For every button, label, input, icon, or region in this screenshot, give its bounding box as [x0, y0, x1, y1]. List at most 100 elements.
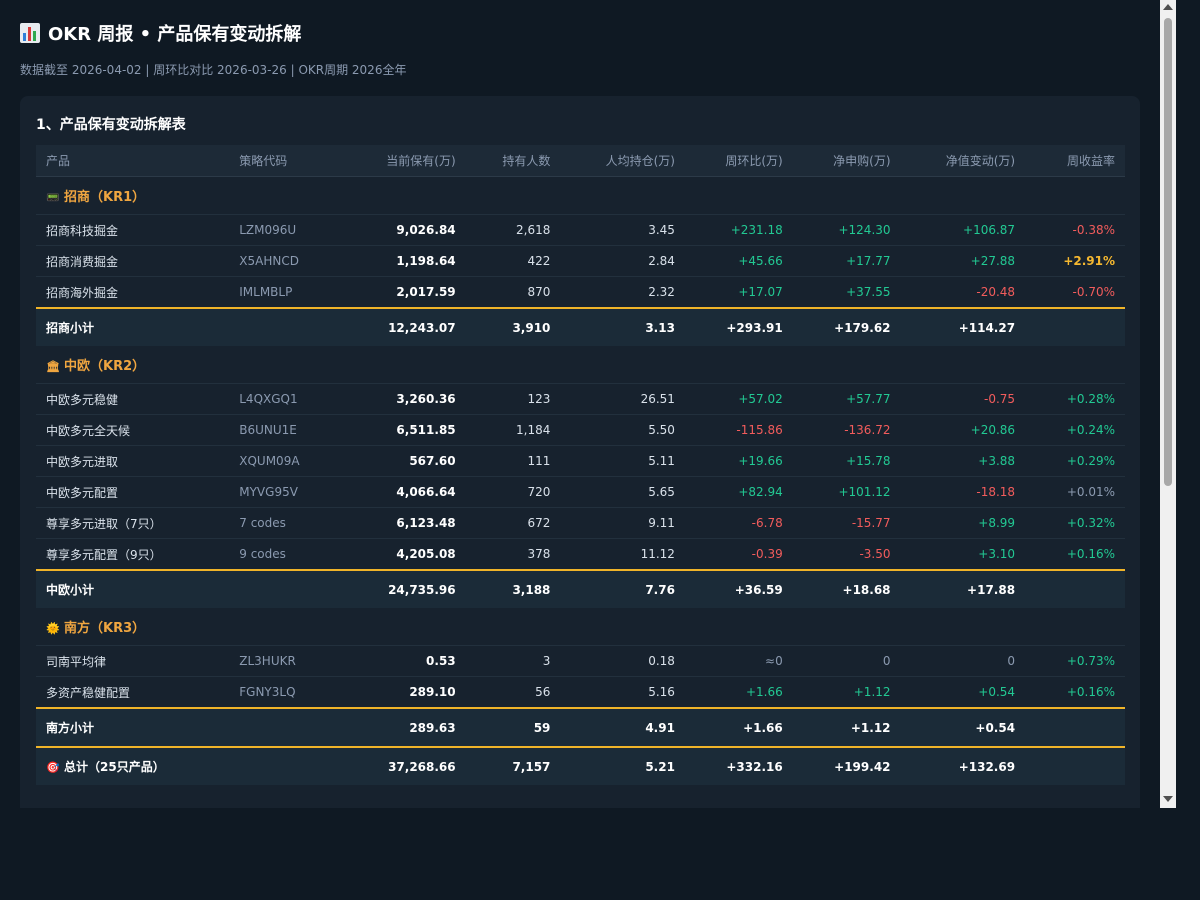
cell-holders: 56 [465, 676, 561, 709]
cell-net-subscription: +101.12 [792, 476, 901, 508]
subtotal-wow-change: +36.59 [684, 569, 793, 608]
cell-strategy-code: L4QXGQ1 [229, 383, 342, 415]
subtotal-avg-position: 3.13 [560, 307, 685, 346]
total-avg-position: 5.21 [560, 746, 685, 785]
cell-net-subscription: +17.77 [792, 245, 901, 277]
table-row[interactable]: 招商科技掘金 LZM096U 9,026.84 2,618 3.45 +231.18 +12… [36, 214, 1125, 246]
subtotal-weekly-return [1025, 707, 1125, 747]
cell-strategy-code: ZL3HUKR [229, 645, 342, 677]
cell-net-subscription: -3.50 [792, 538, 901, 571]
cell-avg-position: 26.51 [560, 383, 685, 415]
group-label: 招商（KR1） [64, 190, 146, 205]
cell-holding: 0.53 [341, 645, 466, 677]
page: OKR 周报 • 产品保有变动拆解 数据截至 2026-04-02 | 周环比对… [20, 20, 1140, 808]
cell-avg-position: 2.84 [560, 245, 685, 277]
cell-strategy-code: 9 codes [229, 538, 342, 571]
cell-strategy-code: XQUM09A [229, 445, 342, 477]
group-header-row: 🏛 中欧（KR2） [36, 346, 1125, 384]
cell-holding: 6,123.48 [341, 507, 466, 539]
cell-strategy-code: LZM096U [229, 214, 342, 246]
cell-wow-change: -0.39 [684, 538, 793, 571]
cell-holders: 1,184 [465, 414, 561, 446]
vertical-scrollbar[interactable] [1160, 0, 1176, 808]
table-row[interactable]: 司南平均律 ZL3HUKR 0.53 3 0.18 ≈0 0 0 +0.73% [36, 645, 1125, 677]
column-header-nav-change: 净值变动(万) [900, 145, 1026, 177]
table-row[interactable]: 招商海外掘金 IMLMBLP 2,017.59 870 2.32 +17.07 +37.55… [36, 276, 1125, 309]
subtotal-nav-change: +17.88 [900, 569, 1026, 608]
cell-net-subscription: +15.78 [792, 445, 901, 477]
group-header-row: 📟 招商（KR1） [36, 176, 1125, 215]
table-header-row: 产品 策略代码 当前保有(万) 持有人数 人均持仓(万) 周环比(万) 净申购(万) 净值变动… [36, 145, 1125, 177]
scroll-up-arrow-icon[interactable] [1163, 4, 1173, 10]
cell-net-subscription: +57.77 [792, 383, 901, 415]
cell-nav-change: -18.18 [900, 476, 1026, 508]
subtotal-wow-change: +293.91 [684, 307, 793, 346]
cell-wow-change: +19.66 [684, 445, 793, 477]
table-row[interactable]: 尊享多元配置（9只） 9 codes 4,205.08 378 11.12 -0.39 -3… [36, 538, 1125, 571]
cell-nav-change: +27.88 [900, 245, 1026, 277]
table-body: 📟 招商（KR1） 招商科技掘金 LZM096U 9,026.84 2,618 3.45 +2… [36, 176, 1125, 785]
total-holding: 37,268.66 [341, 746, 466, 785]
cell-nav-change: -0.75 [900, 383, 1026, 415]
column-header-strategy-code: 策略代码 [229, 145, 342, 177]
breakdown-table: 产品 策略代码 当前保有(万) 持有人数 人均持仓(万) 周环比(万) 净申购(万) 净值变动… [36, 145, 1125, 785]
cell-nav-change: -20.48 [900, 276, 1026, 309]
cell-net-subscription: 0 [792, 645, 901, 677]
subtotal-row: 招商小计 12,243.07 3,910 3.13 +293.91 +179.62 +114… [36, 307, 1125, 346]
section-title: 1、产品保有变动拆解表 [36, 117, 186, 133]
cell-nav-change: +3.88 [900, 445, 1026, 477]
cell-product: 尊享多元进取（7只） [36, 507, 230, 539]
cell-strategy-code: X5AHNCD [229, 245, 342, 277]
cell-weekly-return: +0.01% [1025, 476, 1125, 508]
subtotal-holders: 59 [465, 707, 561, 747]
table-row[interactable]: 中欧多元全天候 B6UNU1E 6,511.85 1,184 5.50 -115.86 -1… [36, 414, 1125, 446]
table-row[interactable]: 中欧多元进取 XQUM09A 567.60 111 5.11 +19.66 +15.78 +3… [36, 445, 1125, 477]
cell-wow-change: +45.66 [684, 245, 793, 277]
cell-wow-change: +1.66 [684, 676, 793, 709]
cell-weekly-return: +0.28% [1025, 383, 1125, 415]
subtotal-net-subscription: +18.68 [792, 569, 901, 608]
cell-wow-change: ≈0 [684, 645, 793, 677]
cell-weekly-return: +0.24% [1025, 414, 1125, 446]
cell-strategy-code: FGNY3LQ [229, 676, 342, 709]
subtotal-net-subscription: +179.62 [792, 307, 901, 346]
cell-nav-change: +20.86 [900, 414, 1026, 446]
page-title: OKR 周报 • 产品保有变动拆解 [48, 24, 302, 45]
scroll-down-arrow-icon[interactable] [1163, 796, 1173, 802]
table-row[interactable]: 中欧多元配置 MYVG95V 4,066.64 720 5.65 +82.94 +101.1… [36, 476, 1125, 508]
cell-avg-position: 11.12 [560, 538, 685, 571]
cell-weekly-return: -0.70% [1025, 276, 1125, 309]
title-row: OKR 周报 • 产品保有变动拆解 [20, 20, 301, 46]
cell-weekly-return: +0.32% [1025, 507, 1125, 539]
cell-holding: 567.60 [341, 445, 466, 477]
subtotal-avg-position: 7.76 [560, 569, 685, 608]
bank-icon: 🏛 [46, 360, 60, 373]
subtotal-holding: 12,243.07 [341, 307, 466, 346]
table-row[interactable]: 多资产稳健配置 FGNY3LQ 289.10 56 5.16 +1.66 +1.12 +0.5… [36, 676, 1125, 709]
cell-avg-position: 5.50 [560, 414, 685, 446]
cell-wow-change: +17.07 [684, 276, 793, 309]
table-row[interactable]: 中欧多元稳健 L4QXGQ1 3,260.36 123 26.51 +57.02 +57.7… [36, 383, 1125, 415]
page-subtitle: 数据截至 2026-04-02 | 周环比对比 2026-03-26 | OKR… [20, 63, 407, 77]
cell-avg-position: 3.45 [560, 214, 685, 246]
cell-strategy-code: B6UNU1E [229, 414, 342, 446]
table-row[interactable]: 招商消费掘金 X5AHNCD 1,198.64 422 2.84 +45.66 +17.77… [36, 245, 1125, 277]
subtotal-product: 南方小计 [36, 707, 230, 747]
subtotal-weekly-return [1025, 569, 1125, 608]
scroll-thumb[interactable] [1164, 18, 1172, 486]
cell-holders: 111 [465, 445, 561, 477]
table-row[interactable]: 尊享多元进取（7只） 7 codes 6,123.48 672 9.11 -6.78 -15… [36, 507, 1125, 539]
sun-icon: 🌞 [46, 622, 60, 635]
column-header-holding: 当前保有(万) [341, 145, 466, 177]
cell-nav-change: +106.87 [900, 214, 1026, 246]
subtotal-strategy-code [229, 307, 342, 346]
cell-weekly-return: +2.91% [1025, 245, 1125, 277]
total-row: 🎯 总计（25只产品） 37,268.66 7,157 5.21 +332.16 +199.… [36, 746, 1125, 785]
subtotal-net-subscription: +1.12 [792, 707, 901, 747]
subtotal-row: 中欧小计 24,735.96 3,188 7.76 +36.59 +18.68 +17.88 [36, 569, 1125, 608]
subtotal-wow-change: +1.66 [684, 707, 793, 747]
total-weekly-return [1025, 746, 1125, 785]
cell-avg-position: 5.16 [560, 676, 685, 709]
subtotal-nav-change: +0.54 [900, 707, 1026, 747]
cell-product: 招商消费掘金 [36, 245, 230, 277]
